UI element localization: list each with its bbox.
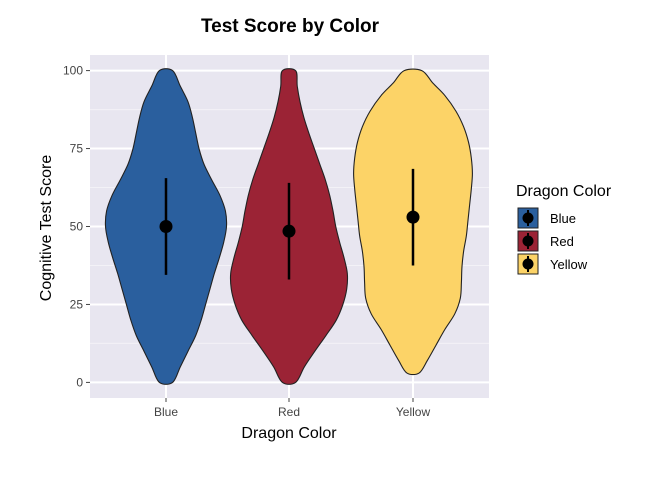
- legend: Dragon Color Blue Red Yellow: [516, 183, 612, 275]
- y-axis-title: Cognitive Test Score: [38, 155, 55, 302]
- x-axis-ticks: Blue Red Yellow: [154, 398, 430, 419]
- legend-entry-blue: Blue: [517, 207, 576, 229]
- y-tick-label: 50: [70, 220, 84, 234]
- violins: [104, 68, 473, 385]
- legend-label: Red: [550, 234, 574, 249]
- mean-point-yellow: [406, 210, 420, 224]
- x-tick-label: Red: [278, 405, 300, 419]
- legend-entry-red: Red: [517, 230, 574, 252]
- legend-entry-yellow: Yellow: [517, 253, 588, 275]
- legend-point-key: [522, 258, 534, 270]
- y-tick-label: 25: [70, 297, 84, 311]
- legend-point-key: [522, 235, 534, 247]
- mean-point-blue: [159, 220, 173, 233]
- x-tick-label: Blue: [154, 405, 178, 419]
- y-axis-ticks: 0 25 50 75 100: [63, 64, 90, 389]
- chart-title: Test Score by Color: [201, 16, 380, 37]
- legend-label: Blue: [550, 211, 576, 226]
- mean-point-red: [282, 224, 296, 238]
- legend-point-key: [522, 212, 534, 224]
- legend-entries: Blue Red Yellow: [517, 207, 588, 275]
- x-axis-title: Dragon Color: [241, 425, 337, 442]
- y-tick-label: 0: [76, 375, 83, 389]
- y-tick-label: 75: [70, 142, 84, 156]
- legend-label: Yellow: [550, 257, 588, 272]
- y-tick-label: 100: [63, 64, 83, 78]
- legend-title: Dragon Color: [516, 183, 612, 200]
- x-tick-label: Yellow: [396, 405, 431, 419]
